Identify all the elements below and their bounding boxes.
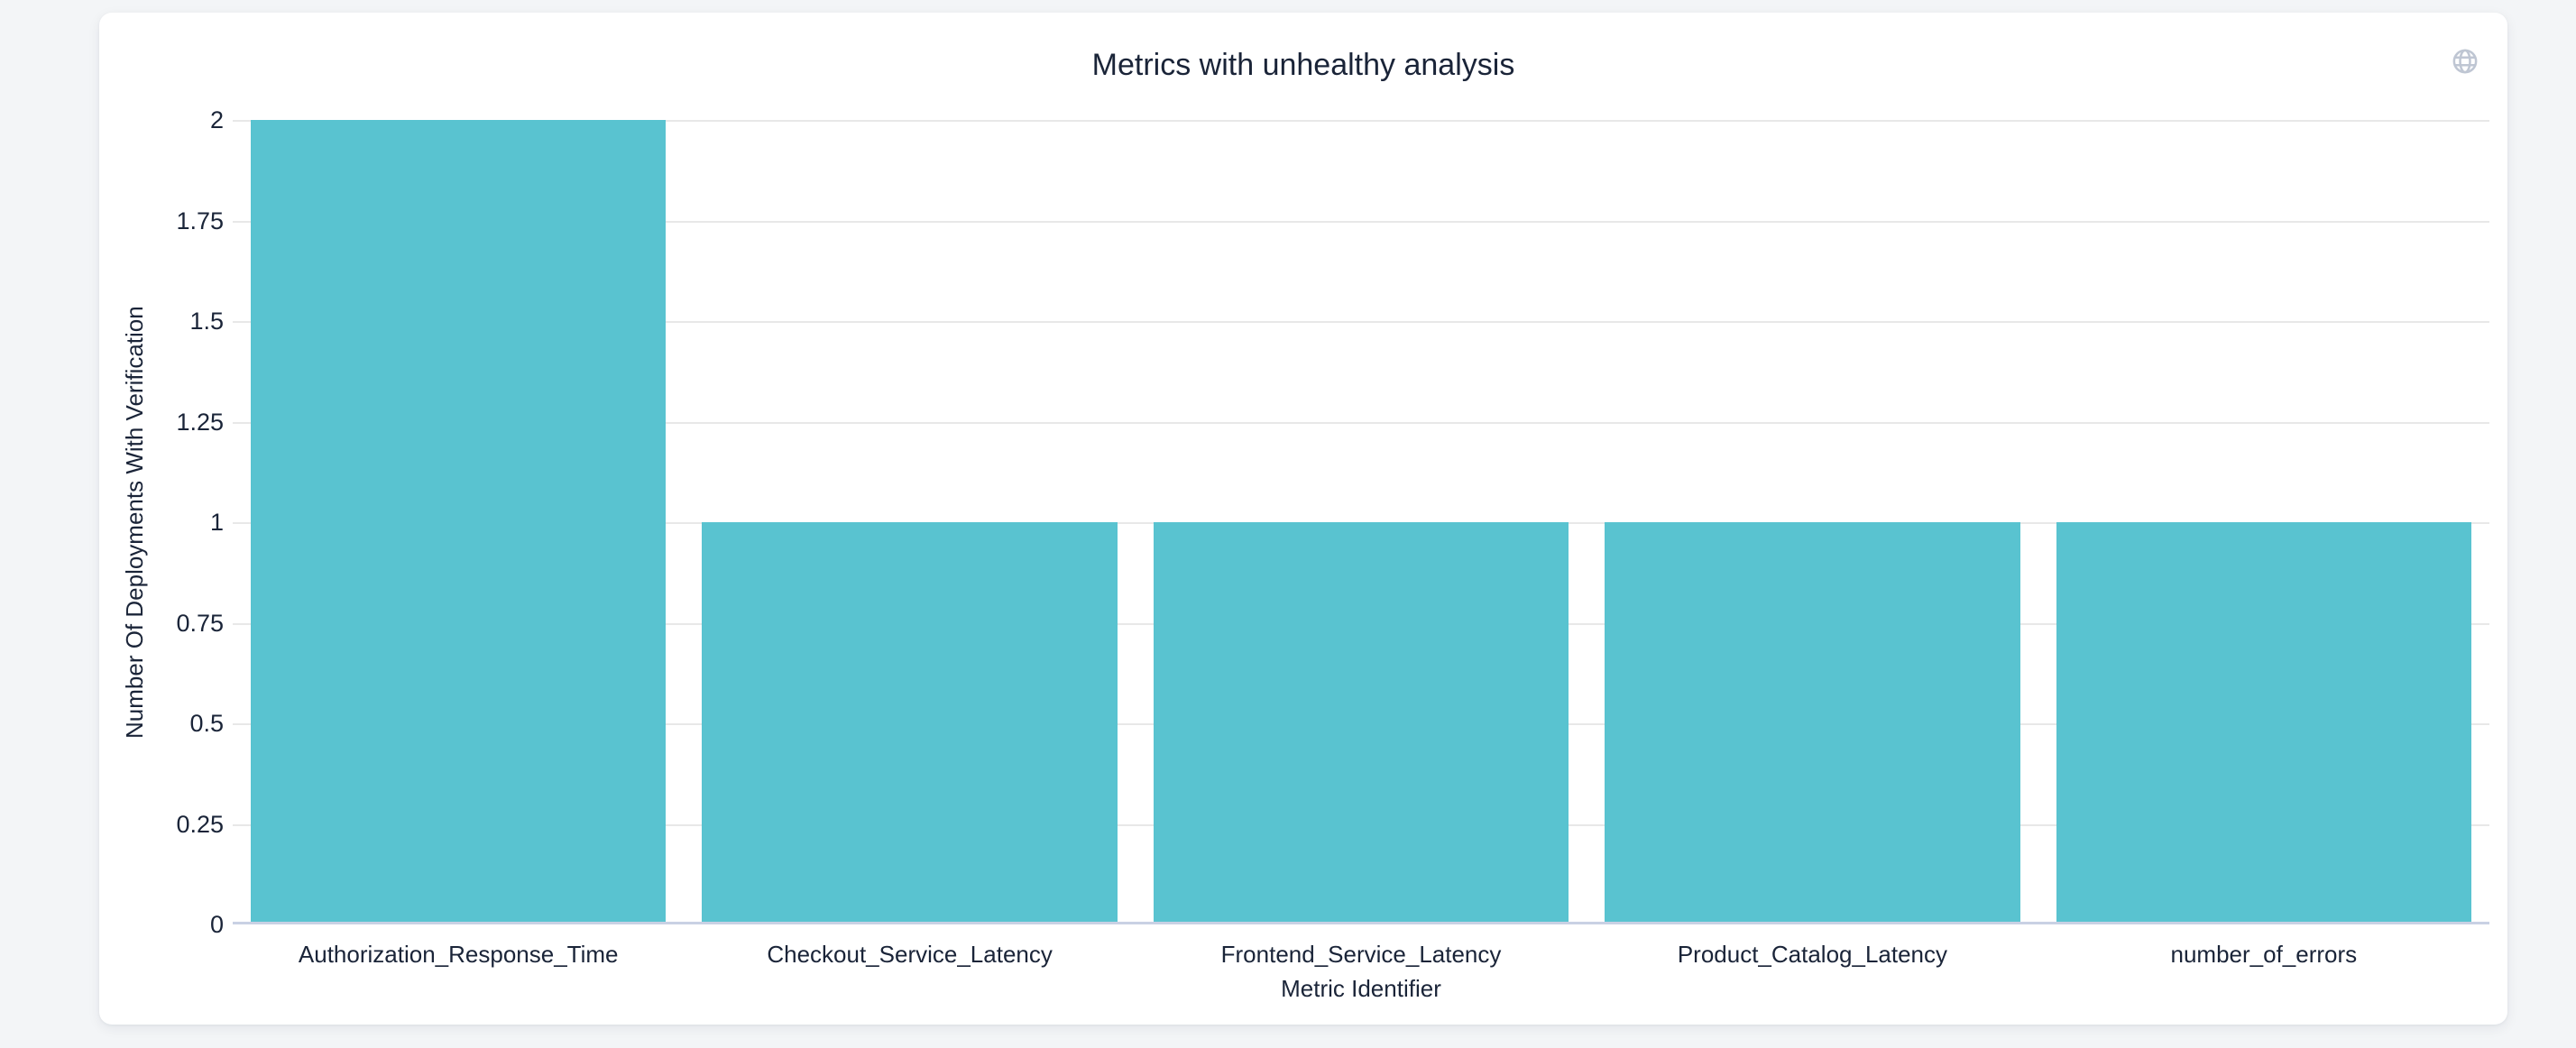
bar-slot (2038, 120, 2489, 924)
bar-slot (1587, 120, 2038, 924)
bar-slot (1136, 120, 1587, 924)
bar-chart: Number Of Deployments With Verification … (99, 13, 2507, 1025)
grid-line (233, 421, 2489, 424)
grid-line (233, 321, 2489, 323)
plot-area (233, 120, 2489, 924)
y-tick-label: 0 (209, 911, 224, 938)
x-axis-line (233, 922, 2489, 924)
bar-slot (684, 120, 1135, 924)
bar[interactable] (1153, 522, 1569, 924)
bars-container (233, 120, 2489, 924)
y-tick-label: 1.5 (189, 308, 224, 335)
bar-slot (233, 120, 684, 924)
y-tick-label: 1.75 (176, 207, 224, 234)
x-category-label: Checkout_Service_Latency (767, 941, 1053, 968)
grid-line (233, 120, 2489, 122)
x-category-label: Authorization_Response_Time (298, 941, 619, 968)
chart-title: Metrics with unhealthy analysis (1091, 48, 1515, 82)
y-tick-label: 0.25 (176, 810, 224, 838)
globe-icon[interactable] (2451, 47, 2479, 76)
bar[interactable] (1605, 522, 2020, 924)
y-tick-label: 2 (209, 106, 224, 133)
bar[interactable] (702, 522, 1118, 924)
bar[interactable] (251, 120, 667, 924)
x-category-label: Product_Catalog_Latency (1677, 941, 1948, 968)
x-category-label: Frontend_Service_Latency (1220, 941, 1502, 968)
grid-line (233, 220, 2489, 223)
y-tick-label: 1.25 (176, 408, 224, 436)
x-category-label: number_of_errors (2170, 941, 2358, 968)
y-tick-label: 1 (209, 509, 224, 536)
x-axis-title: Metric Identifier (1281, 975, 1441, 1002)
x-axis-labels: Authorization_Response_Time Checkout_Serv… (233, 940, 2489, 969)
y-tick-label: 0.5 (189, 710, 224, 737)
chart-card: Metrics with unhealthy analysis Number O… (99, 13, 2507, 1025)
bar[interactable] (2056, 522, 2471, 924)
y-axis: 0 0.25 0.5 0.75 1 1.25 1.5 1.75 2 (99, 106, 224, 938)
y-tick-label: 0.75 (176, 609, 224, 637)
